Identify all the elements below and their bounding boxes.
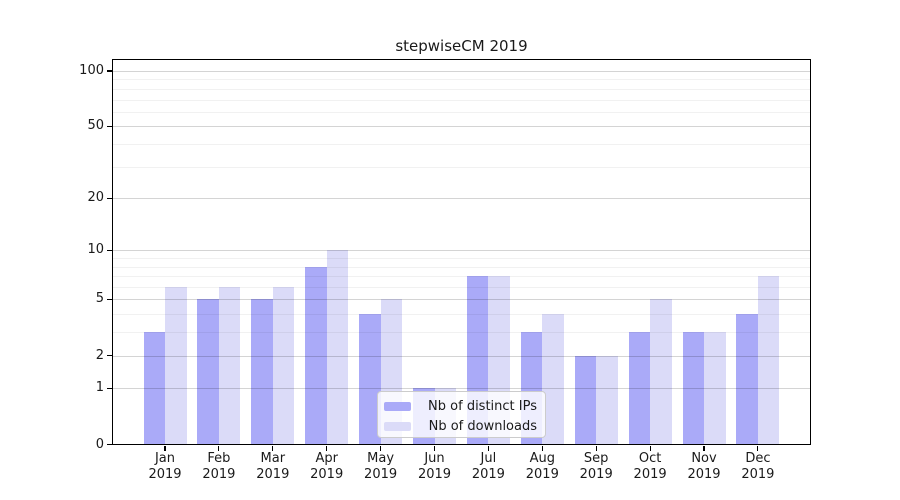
bar-downloads <box>542 314 564 445</box>
x-tick-label: Mar 2019 <box>256 451 290 482</box>
x-tick-mark <box>433 446 436 451</box>
x-tick-label: Feb 2019 <box>202 451 236 482</box>
bar-downloads <box>757 276 780 445</box>
gridline-major <box>113 250 810 252</box>
bar-distinct-ips <box>305 266 327 445</box>
bar-downloads <box>596 355 618 445</box>
legend-swatch-downloads-icon <box>384 421 411 431</box>
gridline-major <box>113 355 810 357</box>
gridline-major <box>113 299 810 301</box>
bar-distinct-ips <box>682 332 704 445</box>
y-tick-mark <box>106 387 113 389</box>
y-tick-mark <box>106 125 113 127</box>
legend-label-downloads: Nb of downloads <box>428 418 537 434</box>
gridline-minor <box>113 111 810 113</box>
bar-downloads <box>326 250 349 445</box>
x-tick-label: May 2019 <box>364 451 398 482</box>
y-tick-label: 1 <box>95 380 104 396</box>
x-tick-mark <box>703 446 705 451</box>
x-tick-mark <box>541 446 543 451</box>
x-tick-label: Nov 2019 <box>687 451 721 482</box>
gridline-minor <box>113 166 810 168</box>
bar-distinct-ips <box>628 332 651 445</box>
y-tick-mark <box>106 298 113 301</box>
gridline-major <box>113 126 810 128</box>
bar-distinct-ips <box>143 332 165 445</box>
gridline-minor <box>113 88 810 90</box>
gridline-minor <box>113 99 810 101</box>
x-tick-mark <box>164 446 166 451</box>
bar-distinct-ips <box>574 355 597 445</box>
x-tick-label: Dec 2019 <box>741 451 775 482</box>
x-tick-mark <box>272 446 274 451</box>
gridline-minor <box>113 314 810 316</box>
bar-downloads <box>165 287 187 445</box>
x-tick-mark <box>595 446 597 451</box>
y-tick-label: 100 <box>79 63 104 78</box>
legend-swatch-distinct-ips-icon <box>384 401 411 411</box>
x-tick-mark <box>649 446 651 451</box>
bar-downloads <box>272 287 295 445</box>
legend-label-distinct-ips: Nb of distinct IPs <box>428 398 537 414</box>
x-tick-label: Jul 2019 <box>471 451 505 482</box>
y-tick-mark <box>106 354 113 357</box>
gridline-minor <box>113 258 810 260</box>
y-tick-mark <box>106 70 113 72</box>
y-tick-label: 20 <box>87 190 104 206</box>
x-tick-label: Oct 2019 <box>633 451 667 482</box>
y-tick-label: 50 <box>87 118 104 134</box>
bar-downloads <box>704 332 726 445</box>
y-tick-mark <box>106 443 113 446</box>
x-tick-label: Sep 2019 <box>579 451 613 482</box>
gridline-minor <box>113 266 810 268</box>
chart-title: stepwiseCM 2019 <box>395 37 528 55</box>
gridline-minor <box>113 332 810 334</box>
gridline-minor <box>113 287 810 289</box>
plot-area <box>113 61 810 445</box>
bar-distinct-ips <box>359 314 381 445</box>
x-tick-label: Apr 2019 <box>310 451 344 482</box>
x-tick-label: Jan 2019 <box>148 451 182 482</box>
x-tick-mark <box>218 446 220 451</box>
bar-distinct-ips <box>197 299 219 445</box>
gridline-major <box>113 71 810 72</box>
gridline-minor <box>113 79 810 81</box>
bar-downloads <box>218 287 241 445</box>
x-tick-mark <box>326 446 328 451</box>
x-tick-mark <box>380 446 382 451</box>
bar-downloads <box>650 299 672 445</box>
y-tick-mark <box>106 249 113 252</box>
x-tick-label: Jun 2019 <box>417 451 452 482</box>
x-tick-mark <box>757 446 759 451</box>
y-tick-label: 2 <box>95 347 104 363</box>
legend-item-downloads: Nb of downloads <box>384 416 537 436</box>
x-tick-mark <box>487 446 489 451</box>
x-tick-label: Aug 2019 <box>525 451 559 482</box>
bar-distinct-ips <box>251 299 273 445</box>
legend: Nb of distinct IPs Nb of downloads <box>377 391 546 438</box>
y-tick-mark <box>106 197 113 199</box>
bar-distinct-ips <box>736 314 758 445</box>
gridline-major <box>113 388 810 390</box>
gridline-minor <box>113 276 810 278</box>
gridline-minor <box>113 143 810 145</box>
y-tick-label: 10 <box>87 242 104 258</box>
y-tick-label: 0 <box>95 436 104 452</box>
gridline-major <box>113 198 810 200</box>
y-tick-label: 5 <box>95 291 104 307</box>
legend-item-distinct-ips: Nb of distinct IPs <box>384 396 537 416</box>
